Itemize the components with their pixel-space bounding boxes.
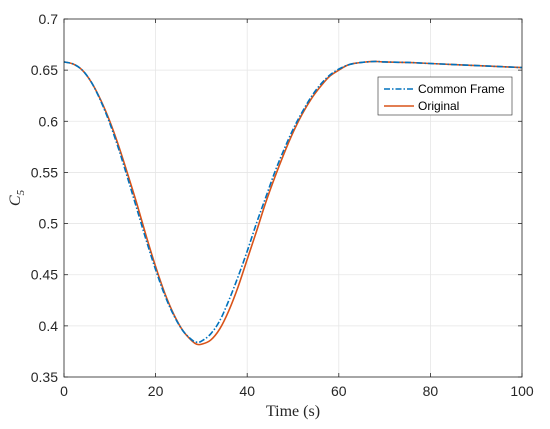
- legend-label-original: Original: [418, 99, 459, 113]
- legend-label-common-frame: Common Frame: [418, 82, 505, 96]
- x-axis-title: Time (s): [266, 403, 320, 420]
- y-axis-title: C5: [7, 189, 27, 206]
- series-line-common-frame: [63, 60, 523, 344]
- series-group: [63, 60, 523, 346]
- y-tick-label: 0.45: [31, 267, 58, 283]
- x-tick-label: 60: [331, 383, 347, 399]
- y-tick-label: 0.6: [39, 113, 59, 129]
- plot-background: [64, 19, 522, 377]
- y-tick-label: 0.55: [31, 164, 58, 180]
- y-axis-title-main: C: [7, 195, 24, 206]
- y-tick-label: 0.5: [39, 216, 59, 232]
- y-axis-title-subscript: 5: [15, 189, 27, 195]
- x-tick-label: 80: [423, 383, 439, 399]
- y-tick-label: 0.7: [39, 11, 59, 27]
- x-tick-label: 0: [60, 383, 68, 399]
- y-tick-label: 0.35: [31, 369, 58, 385]
- legend-box: [377, 76, 513, 116]
- y-tick-label: 0.65: [31, 62, 58, 78]
- y-tick-label: 0.4: [39, 318, 59, 334]
- x-tick-label: 40: [239, 383, 255, 399]
- plot-frame: [63, 18, 523, 378]
- legend: Common Frame Original: [377, 76, 513, 116]
- ticks: 0 20 40 60 80 100 0.35 0.4 0.45 0.5 0.55 0.6 0.65 0.7: [31, 11, 534, 399]
- x-tick-label: 100: [510, 383, 534, 399]
- x-tick-label: 20: [148, 383, 164, 399]
